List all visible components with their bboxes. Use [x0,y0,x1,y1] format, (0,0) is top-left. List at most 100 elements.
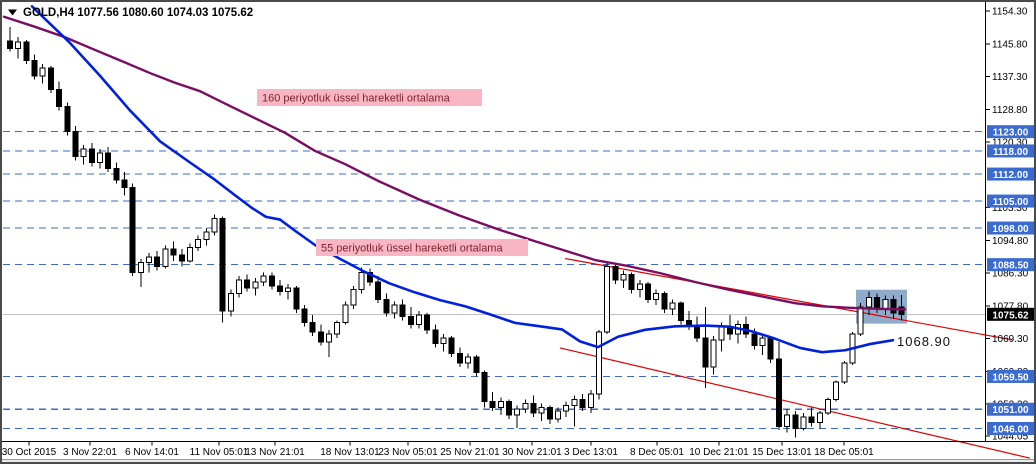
candle-body [702,337,709,368]
candle-body [391,304,398,314]
y-axis-tick-label: 1120.30 [992,138,1028,149]
candle [579,393,586,412]
candle-body [219,217,226,312]
candle-body [710,339,717,368]
candle-body [767,337,774,360]
candle-body [15,41,22,49]
candle [285,283,292,300]
candle-body [555,410,562,420]
ema160-line[interactable] [2,15,907,311]
candle [137,258,144,288]
candle [56,81,63,111]
candle-body [751,333,758,347]
candle [784,409,791,433]
candle-body [178,254,185,262]
ema55-label-box[interactable] [316,239,528,256]
candle [39,64,46,84]
candle-body [56,88,63,108]
y-axis-tick-label: 1137.30 [992,72,1028,83]
ema160-label-box[interactable] [257,89,482,106]
upper-channel-trendline[interactable] [564,257,1013,341]
candle [759,334,766,356]
candle [15,37,22,59]
candle [735,320,742,344]
candle-body [874,296,881,310]
ema160-label[interactable]: 160 periyotluk üssel hareketli ortalama [257,89,482,106]
candle-body [473,356,480,374]
candle-body [775,358,782,428]
y-axis-tick-label: 1103.30 [992,203,1028,214]
ema55-label[interactable]: 55 periyotluk üssel hareketli ortalama [316,239,528,256]
y-axis-tick-label: 1044.05 [992,432,1029,443]
candle [154,251,161,271]
candle-body [579,399,586,408]
candle-body [620,273,627,281]
candle-body [505,401,512,416]
candle-body [162,248,169,268]
candle [383,293,390,317]
price-level-badge [987,402,1034,416]
candle [505,399,512,419]
candle [538,403,545,421]
candle [587,389,594,414]
support-resistance-layer [3,131,987,430]
candle-body [808,416,815,424]
candle-body [317,331,324,343]
candle-body [759,337,766,347]
y-axis-tick-label: 1145.80 [992,39,1028,50]
candle-body [890,298,897,314]
candle-body [146,256,153,264]
x-axis-tick-label: 13 Nov 21:01 [245,447,305,458]
ema160-label-text: 160 periyotluk üssel hareketli ortalama [262,93,451,105]
candle [514,405,521,429]
x-axis-tick-label: 23 Nov 05:01 [378,447,438,458]
price-level-badge-text: 1059.50 [992,372,1029,383]
candle-body [489,401,496,408]
candle [334,320,341,338]
candle-body [252,281,259,289]
candle [96,149,103,169]
candle-body [465,356,472,364]
ema55-line[interactable] [30,5,895,354]
candle-body [538,406,545,414]
candle [645,282,652,304]
candle [64,102,71,136]
candle-body [718,325,725,341]
price-level-badge-text: 1118.00 [993,147,1028,158]
lower-channel-trendline[interactable] [559,347,1031,459]
candle-body [677,302,684,322]
candle [47,66,54,94]
candle-body [236,279,243,295]
candle [530,395,537,417]
candle [203,228,210,246]
candle-body [645,283,652,300]
candle [694,316,701,342]
price-level-badge [987,194,1034,208]
chart-title: GOLD,H4 1077.56 1080.60 1074.03 1075.62 [23,7,253,19]
candle [407,307,414,329]
candle [661,291,668,313]
candle-body [563,404,570,412]
candle [833,380,840,402]
candle-body [882,298,889,310]
candle [358,267,365,294]
candle [350,285,357,309]
candle-body [497,401,504,408]
price-level-badge-text: 1098.00 [992,224,1029,235]
candle-body [72,131,79,158]
ema55-label-text: 55 periyotluk üssel hareketli ortalama [321,243,503,255]
candle [219,216,226,323]
candle [702,307,709,389]
candle [595,330,602,400]
candle-body [195,239,202,248]
price-level-badge [987,125,1034,139]
y-axis-tick-label: 1077.80 [992,301,1029,312]
symbol-dropdown-icon[interactable] [8,9,17,16]
selected-region-box[interactable] [856,289,907,324]
candle [244,274,251,292]
candle [432,324,439,348]
candle-body [244,279,251,289]
ema55-value-annotation[interactable]: 1068.90 [897,334,951,349]
candle [31,54,38,80]
candle-body [800,416,807,429]
